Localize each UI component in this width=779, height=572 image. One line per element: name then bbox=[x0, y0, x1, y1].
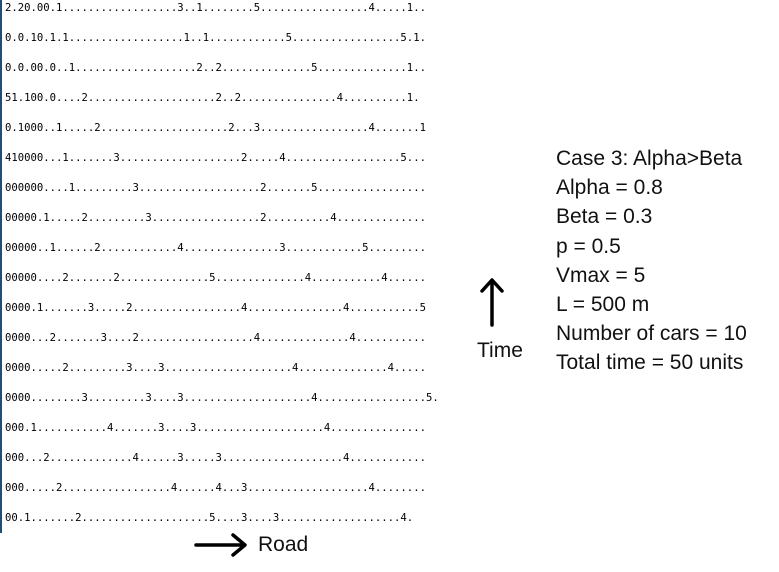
road-axis-label: Road bbox=[258, 533, 309, 556]
simulation-row: 0000.....2.........3....3...............… bbox=[5, 362, 426, 374]
simulation-row: 00.1.......2....................5....3..… bbox=[5, 512, 414, 524]
simulation-row: 000.....2.................4......4...3..… bbox=[5, 482, 426, 494]
left-border bbox=[0, 0, 2, 533]
simulation-row: 410000...1.......3...................2..… bbox=[5, 152, 426, 164]
simulation-row: 0.0.10.1.1..................1..1........… bbox=[5, 32, 426, 44]
num-cars-parameter: Number of cars = 10 bbox=[556, 322, 747, 346]
simulation-row: 0000........3.........3....3............… bbox=[5, 392, 439, 404]
total-time-parameter: Total time = 50 units bbox=[556, 351, 744, 375]
simulation-row: 000...2.............4......3.....3......… bbox=[5, 452, 426, 464]
simulation-row: 0000...2.......3....2..................4… bbox=[5, 332, 426, 344]
vmax-parameter: Vmax = 5 bbox=[556, 263, 646, 287]
simulation-row: 2.20.00.1..................3..1........5… bbox=[5, 2, 426, 14]
simulation-row: 00000.1.....2.........3.................… bbox=[5, 212, 426, 224]
simulation-row: 0.1000..1.....2....................2...3… bbox=[5, 122, 426, 134]
simulation-row: 0000.1.......3.....2.................4..… bbox=[5, 302, 426, 314]
simulation-row: 000000....1.........3...................… bbox=[5, 182, 426, 194]
p-parameter: p = 0.5 bbox=[556, 234, 621, 258]
simulation-row: 000.1...........4.......3....3..........… bbox=[5, 422, 426, 434]
arrow-up-icon bbox=[478, 277, 506, 332]
time-axis-label: Time bbox=[477, 339, 523, 362]
length-parameter: L = 500 m bbox=[556, 292, 650, 316]
beta-parameter: Beta = 0.3 bbox=[556, 205, 653, 229]
parameters-panel: Case 3: Alpha>Beta Alpha = 0.8 Beta = 0.… bbox=[556, 144, 747, 378]
arrow-right-icon bbox=[193, 531, 249, 564]
simulation-row: 00000..1......2............4............… bbox=[5, 242, 426, 254]
simulation-row: 51.100.0....2....................2..2...… bbox=[5, 92, 420, 104]
alpha-parameter: Alpha = 0.8 bbox=[556, 176, 663, 200]
simulation-row: 00000....2.......2..............5.......… bbox=[5, 272, 426, 284]
case-title: Case 3: Alpha>Beta bbox=[556, 147, 743, 170]
simulation-row: 0.0.00.0..1...................2..2......… bbox=[5, 62, 426, 74]
